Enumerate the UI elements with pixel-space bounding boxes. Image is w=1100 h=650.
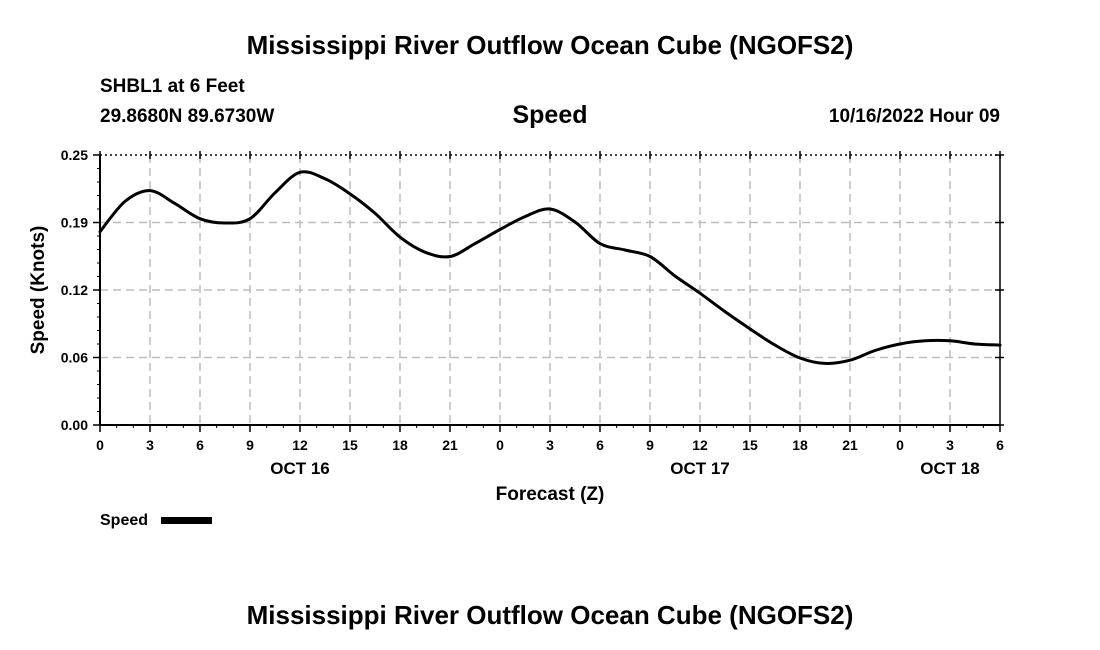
speed-series-line [98,170,1002,365]
x-tick-label: 15 [342,437,358,453]
chart-title: Speed [512,101,588,129]
x-tick-label: 0 [96,437,104,453]
grid-layer [100,155,1000,425]
legend-swatch [161,517,212,524]
x-tick-label: 6 [996,437,1004,453]
footer-title: Mississippi River Outflow Ocean Cube (NG… [246,600,854,630]
y-tick-label: 0.19 [61,215,88,231]
x-tick-label: 15 [742,437,758,453]
legend-label: Speed [100,512,148,529]
label-layer: 0 3 6 9 12 15 18 21 0 3 6 9 12 15 18 21 0 3 6 0.00 0.06 0.12 0… [61,147,1004,478]
station-label: SHBL1 at 6 Feet [100,76,245,97]
coordinates-label: 29.8680N 89.6730W [100,106,275,127]
y-axis-label: Speed (Knots) [28,226,49,355]
y-tick-label: 0.25 [61,147,88,163]
y-tick-label: 0.12 [61,282,88,298]
x-tick-label: 21 [442,437,458,453]
date-label: OCT 16 [270,459,330,478]
x-tick-label: 3 [146,437,154,453]
x-axis-label: Forecast (Z) [496,484,605,505]
x-tick-label: 9 [246,437,254,453]
timestamp-label: 10/16/2022 Hour 09 [828,106,1000,127]
x-tick-label: 18 [392,437,408,453]
x-tick-label: 3 [946,437,954,453]
legend: Speed [100,512,212,529]
page-title: Mississippi River Outflow Ocean Cube (NG… [246,30,854,60]
x-tick-label: 12 [292,437,308,453]
x-tick-label: 6 [596,437,604,453]
x-tick-label: 9 [646,437,654,453]
x-tick-label: 3 [546,437,554,453]
x-tick-label: 0 [496,437,504,453]
date-label: OCT 18 [920,459,980,478]
x-tick-label: 0 [896,437,904,453]
y-tick-label: 0.06 [61,350,88,366]
axis-layer [93,151,1004,432]
x-tick-label: 18 [792,437,808,453]
x-tick-label: 6 [196,437,204,453]
x-tick-label: 21 [842,437,858,453]
y-tick-label: 0.00 [61,417,88,433]
x-tick-label: 12 [692,437,708,453]
date-label: OCT 17 [670,459,730,478]
